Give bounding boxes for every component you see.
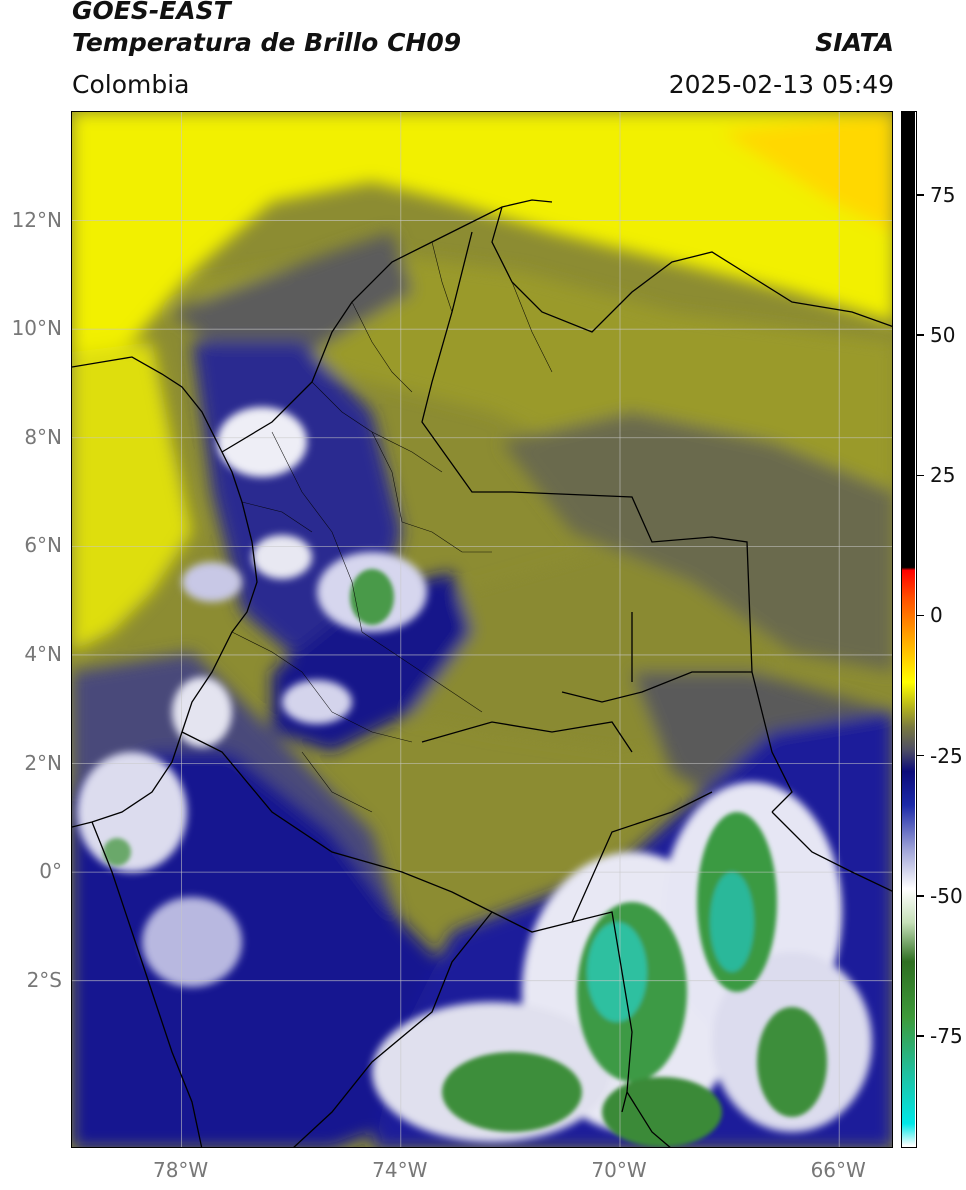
colorbar-tick-label: -50 <box>930 883 963 908</box>
colorbar-tick-label: 25 <box>930 463 956 488</box>
department-borders <box>231 241 553 813</box>
colorbar-tick <box>917 1035 924 1037</box>
longitude-tick-label: 74°W <box>372 1158 428 1182</box>
latitude-tick-label: 2°N <box>24 750 62 775</box>
organization-label: SIATA <box>815 28 894 57</box>
colorbar-tick <box>917 614 924 617</box>
latitude-tick-label: 12°N <box>11 207 62 232</box>
latitude-tick-label: 4°N <box>24 641 62 666</box>
colorbar-tick-label: 0 <box>930 603 943 628</box>
latitude-tick-label: 0° <box>39 859 62 884</box>
colorbar-tick <box>917 194 924 196</box>
satellite-title: GOES-EAST <box>72 0 231 25</box>
colorbar-tick-label: 75 <box>930 183 956 208</box>
colorbar-tick <box>917 754 924 757</box>
region-label: Colombia <box>72 70 190 99</box>
timestamp-label: 2025-02-13 05:49 <box>668 70 894 99</box>
latitude-tick-label: 2°S <box>26 967 62 992</box>
longitude-tick-label: 70°W <box>591 1158 647 1182</box>
coldest-cloud-tops <box>103 569 827 1147</box>
colorbar <box>901 111 917 1148</box>
latitude-tick-label: 10°N <box>11 316 62 341</box>
product-title: Temperatura de Brillo CH09 <box>72 28 462 57</box>
colorbar-tick <box>917 895 924 897</box>
longitude-tick-label: 66°W <box>810 1158 866 1182</box>
map-canvas <box>72 112 892 1147</box>
colorbar-tick-label: 50 <box>930 323 956 348</box>
colorbar-gradient <box>902 112 915 1146</box>
colorbar-tick-label: -25 <box>930 743 963 768</box>
country-borders <box>72 199 892 1147</box>
colorbar-tick <box>917 474 924 477</box>
latitude-tick-label: 8°N <box>24 424 62 449</box>
colorbar-tick <box>917 334 924 336</box>
satellite-map[interactable] <box>71 111 893 1148</box>
colorbar-tick-label: -75 <box>930 1023 963 1048</box>
longitude-tick-label: 78°W <box>152 1158 209 1182</box>
latitude-tick-label: 6°N <box>24 533 62 558</box>
graticule <box>72 112 892 1147</box>
